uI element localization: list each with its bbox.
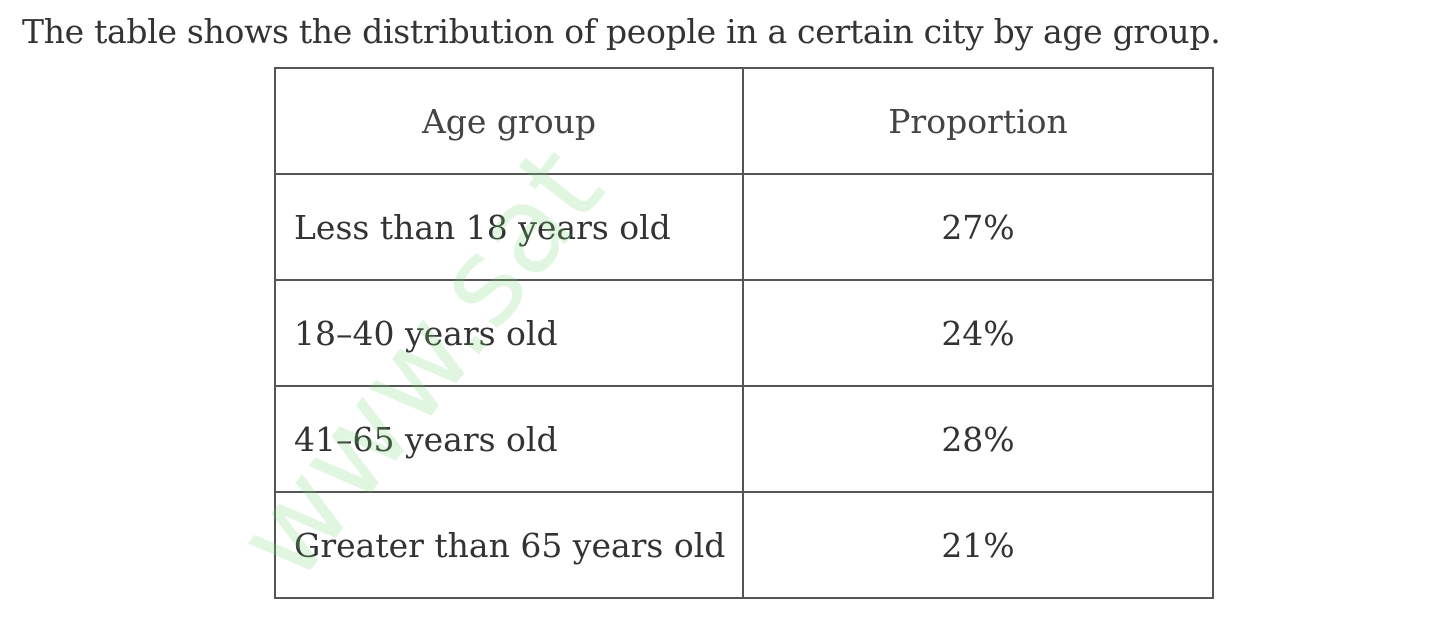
table-body: Less than 18 years old 27% 18–40 years old… <box>274 173 1214 599</box>
age-group-cell: 18–40 years old <box>274 279 744 387</box>
table-row: 41–65 years old 28% <box>274 385 1214 493</box>
proportion-cell: 28% <box>742 385 1214 493</box>
age-group-cell: 41–65 years old <box>274 385 744 493</box>
table-row: Less than 18 years old 27% <box>274 173 1214 281</box>
proportion-cell: 27% <box>742 173 1214 281</box>
intro-text: The table shows the distribution of peop… <box>22 12 1221 51</box>
table-row: Greater than 65 years old 21% <box>274 491 1214 599</box>
distribution-table: Age group Proportion Less than 18 years … <box>274 67 1214 599</box>
header-cell: Proportion <box>742 67 1214 175</box>
table-row: 18–40 years old 24% <box>274 279 1214 387</box>
proportion-cell: 24% <box>742 279 1214 387</box>
proportion-cell: 21% <box>742 491 1214 599</box>
age-group-cell: Greater than 65 years old <box>274 491 744 599</box>
age-group-cell: Less than 18 years old <box>274 173 744 281</box>
header-cell: Age group <box>274 67 744 175</box>
header-row: Age group Proportion <box>274 67 1214 175</box>
